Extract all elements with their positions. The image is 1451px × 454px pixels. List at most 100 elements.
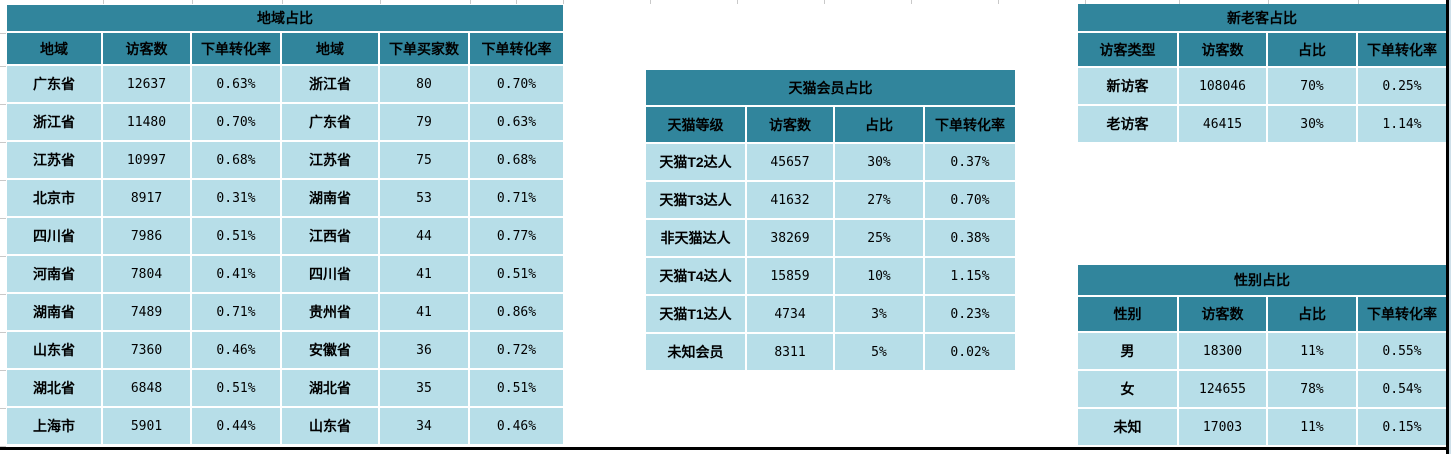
member-cell[interactable]: 25% [835,220,923,256]
region-cell[interactable]: 41 [380,294,468,330]
region-header-cell[interactable]: 地域 [7,33,101,64]
member-cell[interactable]: 0.38% [925,220,1015,256]
region-cell[interactable]: 6848 [103,370,190,406]
region-cell[interactable]: 0.77% [470,218,563,254]
gender-cell[interactable]: 0.54% [1358,371,1446,407]
member-cell[interactable]: 0.37% [925,144,1015,180]
region-cell[interactable]: 北京市 [7,180,101,216]
member-cell[interactable]: 天猫T2达人 [646,144,745,180]
region-cell[interactable]: 0.46% [470,408,563,444]
member-cell[interactable]: 非天猫达人 [646,220,745,256]
member-cell[interactable]: 0.70% [925,182,1015,218]
newold-header-cell[interactable]: 访客数 [1179,33,1266,66]
region-cell[interactable]: 44 [380,218,468,254]
region-cell[interactable]: 河南省 [7,256,101,292]
region-cell[interactable]: 0.51% [470,370,563,406]
region-cell[interactable]: 75 [380,142,468,178]
gender-header-cell[interactable]: 访客数 [1179,297,1266,331]
newold-cell[interactable]: 70% [1268,68,1356,104]
region-header-cell[interactable]: 下单转化率 [470,33,563,64]
region-cell[interactable]: 53 [380,180,468,216]
newold-cell[interactable]: 1.14% [1358,106,1446,142]
region-cell[interactable]: 山东省 [7,332,101,368]
region-cell[interactable]: 湖北省 [282,370,378,406]
region-header-cell[interactable]: 下单买家数 [380,33,468,64]
tmall-member-table-title[interactable]: 天猫会员占比 [646,70,1015,105]
member-cell[interactable]: 41632 [747,182,833,218]
newold-header-cell[interactable]: 占比 [1268,33,1356,66]
member-cell[interactable]: 0.23% [925,296,1015,332]
gender-cell[interactable]: 124655 [1179,371,1266,407]
newold-header-cell[interactable]: 下单转化率 [1358,33,1446,66]
region-cell[interactable]: 安徽省 [282,332,378,368]
region-cell[interactable]: 7804 [103,256,190,292]
gender-header-cell[interactable]: 占比 [1268,297,1356,331]
gender-cell[interactable]: 未知 [1078,409,1177,445]
newold-cell[interactable]: 0.25% [1358,68,1446,104]
region-cell[interactable]: 0.70% [470,66,563,102]
region-cell[interactable]: 湖南省 [282,180,378,216]
gender-cell[interactable]: 女 [1078,371,1177,407]
region-cell[interactable]: 广东省 [7,66,101,102]
region-cell[interactable]: 贵州省 [282,294,378,330]
region-cell[interactable]: 四川省 [7,218,101,254]
member-cell[interactable]: 15859 [747,258,833,294]
region-cell[interactable]: 0.46% [192,332,280,368]
region-cell[interactable]: 41 [380,256,468,292]
region-cell[interactable]: 0.72% [470,332,563,368]
region-cell[interactable]: 79 [380,104,468,140]
member-cell[interactable]: 5% [835,334,923,370]
region-cell[interactable]: 0.51% [192,370,280,406]
newold-cell[interactable]: 46415 [1179,106,1266,142]
region-cell[interactable]: 36 [380,332,468,368]
region-cell[interactable]: 0.41% [192,256,280,292]
newold-cell[interactable]: 30% [1268,106,1356,142]
region-cell[interactable]: 广东省 [282,104,378,140]
newold-cell[interactable]: 老访客 [1078,106,1177,142]
region-cell[interactable]: 0.44% [192,408,280,444]
region-cell[interactable]: 35 [380,370,468,406]
region-cell[interactable]: 11480 [103,104,190,140]
region-cell[interactable]: 江苏省 [7,142,101,178]
region-cell[interactable]: 湖南省 [7,294,101,330]
region-cell[interactable]: 浙江省 [7,104,101,140]
member-cell[interactable]: 天猫T4达人 [646,258,745,294]
region-cell[interactable]: 5901 [103,408,190,444]
region-cell[interactable]: 江苏省 [282,142,378,178]
region-cell[interactable]: 0.63% [192,66,280,102]
member-cell[interactable]: 38269 [747,220,833,256]
region-cell[interactable]: 7360 [103,332,190,368]
region-cell[interactable]: 80 [380,66,468,102]
member-cell[interactable]: 45657 [747,144,833,180]
region-cell[interactable]: 江西省 [282,218,378,254]
region-cell[interactable]: 34 [380,408,468,444]
region-cell[interactable]: 四川省 [282,256,378,292]
member-cell[interactable]: 天猫T3达人 [646,182,745,218]
region-cell[interactable]: 0.68% [470,142,563,178]
region-cell[interactable]: 0.71% [470,180,563,216]
new-returning-table-title[interactable]: 新老客占比 [1078,4,1446,31]
member-cell[interactable]: 0.02% [925,334,1015,370]
gender-cell[interactable]: 0.55% [1358,333,1446,369]
region-table-title[interactable]: 地域占比 [7,5,563,31]
member-cell[interactable]: 4734 [747,296,833,332]
region-header-cell[interactable]: 访客数 [103,33,190,64]
region-cell[interactable]: 0.63% [470,104,563,140]
newold-header-cell[interactable]: 访客类型 [1078,33,1177,66]
region-cell[interactable]: 7489 [103,294,190,330]
region-cell[interactable]: 上海市 [7,408,101,444]
region-cell[interactable]: 8917 [103,180,190,216]
member-cell[interactable]: 10% [835,258,923,294]
gender-cell[interactable]: 78% [1268,371,1356,407]
member-cell[interactable]: 8311 [747,334,833,370]
region-cell[interactable]: 0.70% [192,104,280,140]
member-cell[interactable]: 27% [835,182,923,218]
gender-cell[interactable]: 男 [1078,333,1177,369]
region-cell[interactable]: 山东省 [282,408,378,444]
gender-cell[interactable]: 11% [1268,333,1356,369]
gender-cell[interactable]: 18300 [1179,333,1266,369]
gender-cell[interactable]: 17003 [1179,409,1266,445]
region-cell[interactable]: 0.86% [470,294,563,330]
region-header-cell[interactable]: 下单转化率 [192,33,280,64]
region-cell[interactable]: 0.68% [192,142,280,178]
